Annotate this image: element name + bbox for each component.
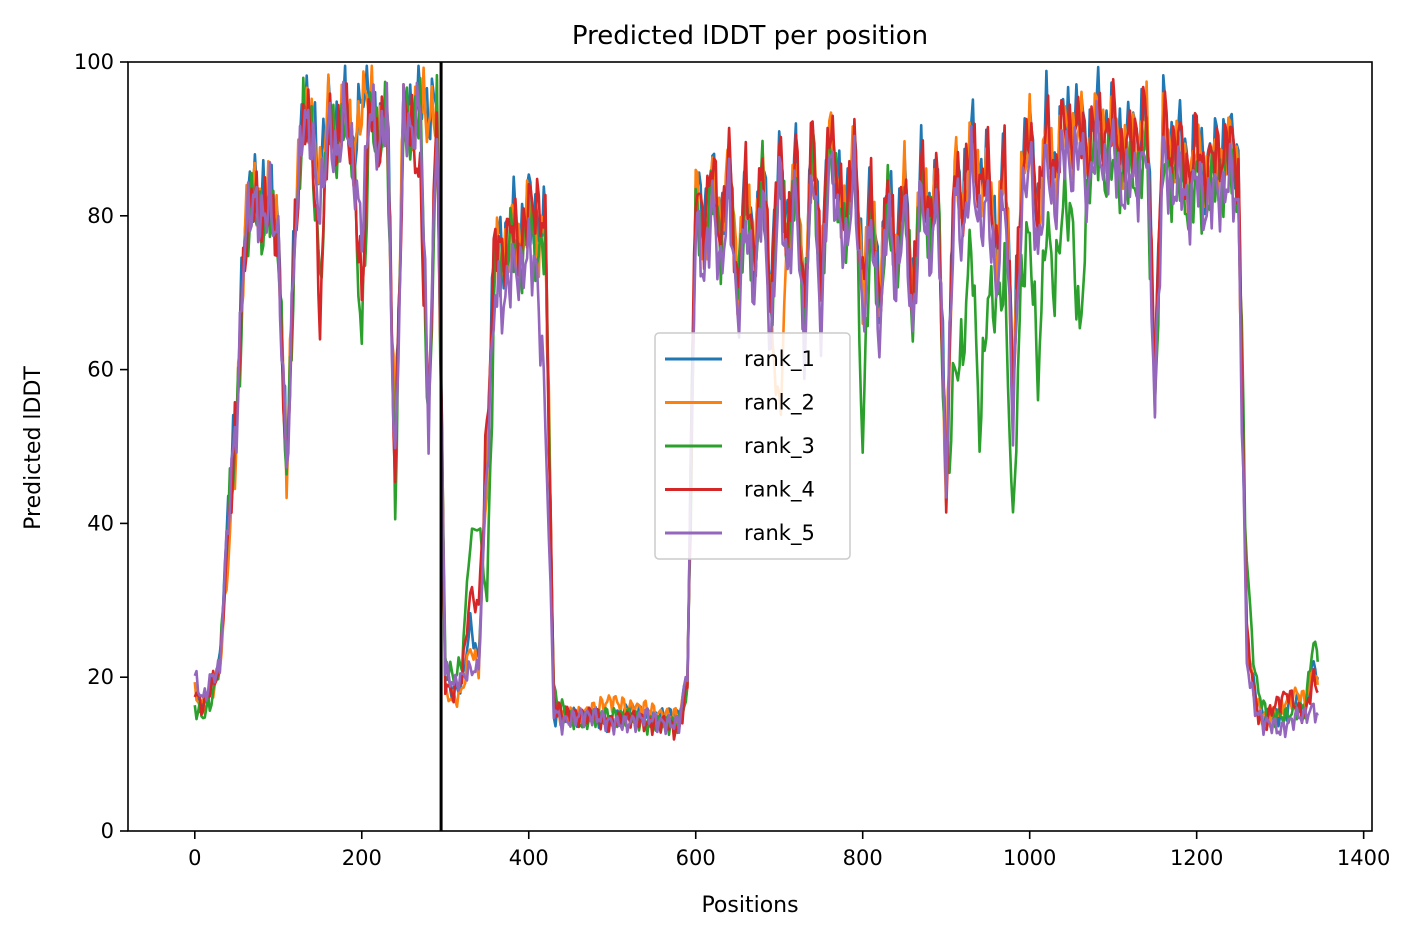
- x-tick-label: 1400: [1337, 846, 1390, 870]
- y-tick-label: 40: [87, 511, 114, 535]
- x-tick-label: 800: [843, 846, 883, 870]
- legend-label-rank_3: rank_3: [744, 434, 815, 459]
- legend-label-rank_4: rank_4: [744, 478, 815, 503]
- x-tick-label: 0: [188, 846, 201, 870]
- y-tick-label: 0: [101, 819, 114, 843]
- x-axis-title: Positions: [701, 893, 798, 918]
- y-tick-label: 80: [87, 204, 114, 228]
- y-tick-label: 100: [74, 50, 114, 74]
- x-tick-label: 1200: [1170, 846, 1223, 870]
- legend: rank_1 rank_2 rank_3 rank_4 rank_5: [654, 332, 851, 560]
- y-axis-title: Predicted lDDT: [21, 366, 46, 530]
- legend-label-rank_5: rank_5: [744, 521, 815, 546]
- y-tick-label: 60: [87, 358, 114, 382]
- x-tick-label: 400: [509, 846, 549, 870]
- x-tick-label: 200: [342, 846, 382, 870]
- x-tick-label: 1000: [1003, 846, 1056, 870]
- x-tick-label: 600: [676, 846, 716, 870]
- x-axis: 0 200 400 600 800 1000 1200 1400: [188, 831, 1390, 870]
- legend-box: [654, 332, 851, 560]
- series-layer: [193, 64, 1319, 741]
- series-line-rank_5: [193, 80, 1319, 739]
- plot-frame: [127, 61, 1373, 832]
- chart-title: Predicted lDDT per position: [572, 21, 928, 51]
- legend-label-rank_1: rank_1: [744, 347, 815, 372]
- legend-label-rank_2: rank_2: [744, 391, 815, 416]
- y-axis: 0 20 40 60 80 100: [74, 50, 128, 843]
- y-tick-label: 20: [87, 665, 114, 689]
